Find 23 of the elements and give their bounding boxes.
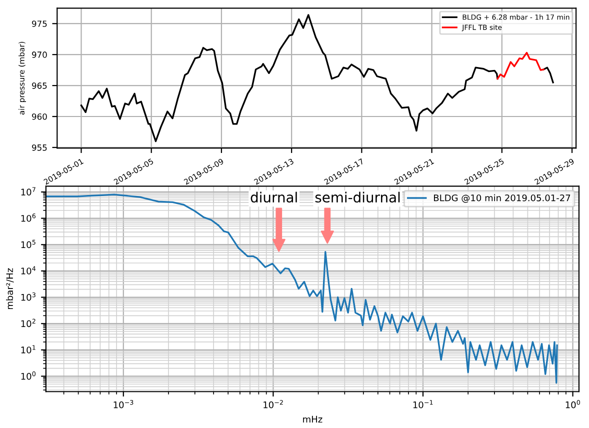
legend-label: BLDG @10 min 2019.05.01-27 — [434, 194, 570, 203]
y-tick-label: 10$^{0}$ — [21, 371, 36, 380]
y-tick-label: 10$^{7}$ — [21, 187, 36, 196]
y-tick-label: 955 — [32, 144, 47, 151]
y-tick-label: 10$^{2}$ — [21, 318, 36, 328]
y-tick-label: 10$^{6}$ — [21, 214, 36, 222]
x-tick-label: 10$^{−3}$ — [114, 400, 134, 408]
y-tick-label: 965 — [32, 82, 47, 89]
y-tick-label: 975 — [32, 20, 47, 27]
x-tick-label: 10$^{0}$ — [566, 400, 580, 408]
y-tick-label: 10$^{4}$ — [21, 266, 36, 274]
y-axis-title: mbar²/Hz — [6, 268, 14, 310]
y-tick-label: 970 — [32, 52, 47, 58]
y-tick-label: 10$^{5}$ — [21, 240, 36, 248]
x-tick-label: 10$^{−2}$ — [264, 400, 283, 408]
y-tick-label: 960 — [32, 113, 47, 120]
line-series — [496, 52, 544, 80]
annotation: diurnal — [250, 192, 297, 203]
y-tick-label: 10$^{3}$ — [21, 292, 36, 301]
y-tick-label: 10$^{1}$ — [21, 345, 36, 354]
x-axis-title: mHz — [303, 416, 322, 422]
annotation: semi-diurnal — [315, 192, 400, 203]
x-tick-label: 10$^{−1}$ — [413, 400, 433, 408]
